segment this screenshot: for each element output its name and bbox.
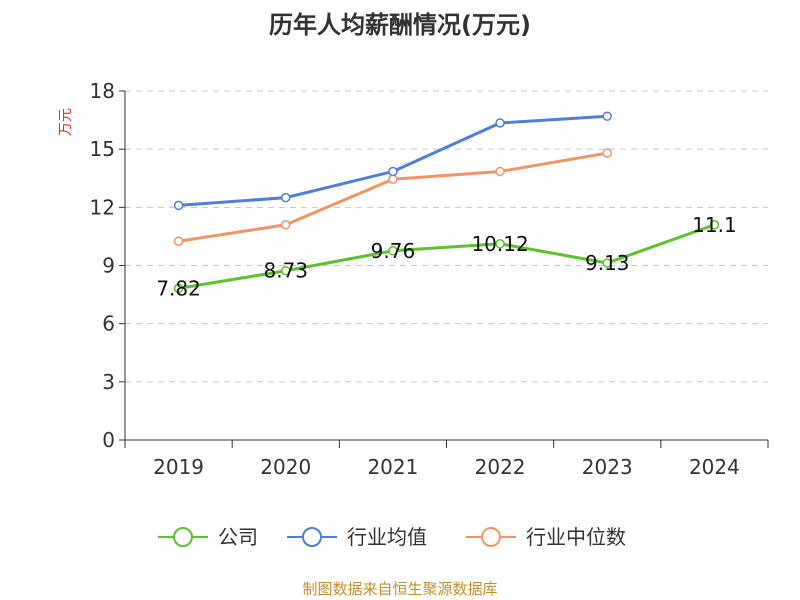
data-point [388,246,398,256]
data-label: 8.73 [263,259,308,283]
data-label: 11.1 [692,213,737,237]
x-tick-label-2023: 2023 [582,455,633,479]
legend-marker [481,527,501,547]
grid-lines [125,90,768,383]
data-label: 7.82 [156,276,201,300]
legend-label: 公司 [218,525,258,549]
x-tick-label-2022: 2022 [475,455,526,479]
x-tick-label-2019: 2019 [153,455,204,479]
legend-marker [173,527,193,547]
data-point [709,220,720,230]
legend-item-2: 行业中位数 [466,525,626,549]
legend-item-0: 公司 [158,525,258,549]
data-point [281,220,291,230]
y-tick-label: 18 [90,79,115,103]
legend-label: 行业中位数 [526,525,626,549]
y-tick-label: 9 [102,254,115,278]
data-label: 10.12 [471,232,528,256]
y-tick-label: 15 [90,137,115,161]
y-tick-label: 12 [90,195,115,219]
legend: 公司 行业均值 行业中位数 [158,525,626,549]
series-line-0 [178,223,715,290]
series-group [173,111,720,294]
data-point [388,174,398,184]
axes: 0 3 6 9 12 15 18 2019 2020 2021 2022 2023 2024 [90,79,769,479]
data-point [495,118,505,128]
data-point [495,239,505,249]
x-tick-label-2021: 2021 [367,455,418,479]
series-line-1 [178,114,608,207]
data-point [281,265,291,276]
legend-marker [302,527,322,547]
y-axis-unit-label: 万元 [58,108,74,136]
data-point [388,166,398,177]
y-tick-label: 0 [102,428,115,452]
data-label: 9.76 [371,239,416,263]
data-point [495,166,505,177]
data-point [173,236,184,247]
series-line-2 [178,151,608,243]
data-labels: 7.82 8.73 9.76 10.12 9.13 11.1 [156,213,736,301]
legend-label: 行业均值 [347,525,427,549]
chart-title: 历年人均薪酬情况(万元) [269,11,531,39]
x-tick-label-2020: 2020 [260,455,311,479]
source-note: 制图数据来自恒生聚源数据库 [302,580,497,598]
x-tick-label-2024: 2024 [689,455,740,479]
y-tick-label: 3 [102,370,115,394]
data-point [602,258,612,268]
data-label: 9.13 [585,251,630,275]
data-point [281,192,291,203]
y-tick-label: 6 [102,312,115,336]
data-point [602,148,612,158]
data-point [173,283,184,294]
data-point [602,111,612,121]
legend-item-1: 行业均值 [287,525,427,549]
data-point [173,200,184,211]
